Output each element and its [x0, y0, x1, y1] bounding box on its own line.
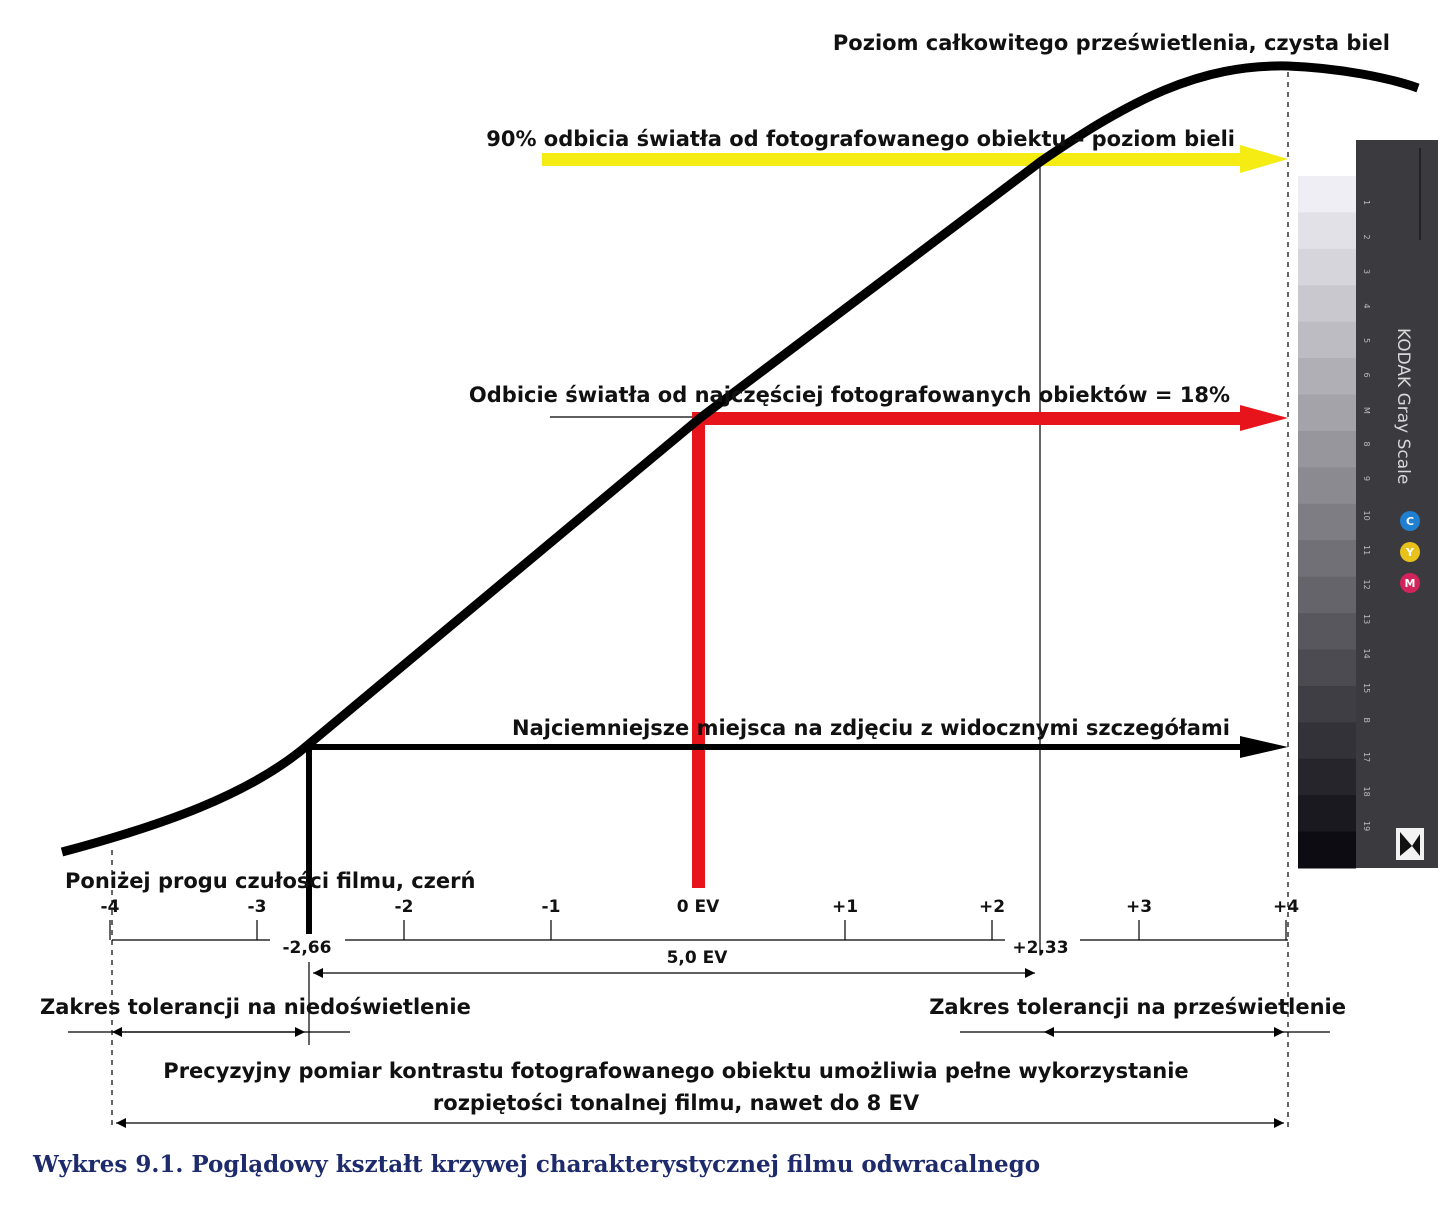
gray-scale-number: 8: [1362, 442, 1371, 447]
figure-caption: Wykres 9.1. Poglądowy kształt krzywej ch…: [32, 1151, 1040, 1178]
gray-patch: [1298, 831, 1356, 869]
gray-scale-number: 5: [1362, 338, 1371, 343]
gray-patch: [1298, 176, 1356, 213]
cym-dot: [1400, 573, 1420, 593]
gray-patch: [1298, 321, 1356, 359]
gray-scale-number: 17: [1362, 752, 1371, 762]
gray-scale-number: B: [1362, 718, 1371, 724]
kodak-logo: [1396, 828, 1424, 860]
cym-letter: M: [1405, 577, 1416, 590]
cym-dot: [1400, 511, 1420, 531]
gray-scale-title: KODAK Gray Scale: [1393, 328, 1413, 484]
axis-tick-label: +2: [979, 897, 1005, 917]
gray-scale-number: 2: [1362, 235, 1371, 240]
cym-letter: C: [1406, 515, 1414, 528]
axis-tick-label: +3: [1126, 897, 1152, 917]
gray-patch: [1298, 758, 1356, 796]
yellow-arrow: [542, 145, 1288, 173]
gray-patch: [1298, 248, 1356, 286]
axis-tick-label: -2: [395, 897, 414, 917]
axis-marker-label: +2,33: [1012, 938, 1068, 958]
red-arrow: [692, 405, 1288, 888]
gray-patch: [1298, 685, 1356, 723]
label-18-percent: Odbicie światła od najczęściej fotografo…: [469, 383, 1230, 407]
gray-patch: [1298, 394, 1356, 432]
label-precision-line1: Precyzyjny pomiar kontrastu fotografowan…: [163, 1059, 1188, 1083]
cym-dot: [1400, 542, 1420, 562]
label-90-percent: 90% odbicia światła od fotografowanego o…: [486, 127, 1235, 151]
gray-patch: [1298, 722, 1356, 760]
gray-scale-number: 10: [1362, 511, 1371, 521]
label-under-range: Zakres tolerancji na niedoświetlenie: [40, 995, 471, 1019]
gray-scale-number: 3: [1362, 269, 1371, 274]
gray-scale-number: 13: [1362, 614, 1371, 624]
gray-scale-number: 12: [1362, 580, 1371, 590]
gray-patch: [1298, 576, 1356, 614]
gray-patch: [1298, 358, 1356, 396]
gray-patch: [1298, 285, 1356, 323]
gray-patch: [1298, 503, 1356, 541]
gray-patch: [1298, 795, 1356, 833]
ev-axis: [109, 920, 1288, 941]
gray-patch: [1298, 649, 1356, 687]
black-arrow: [304, 736, 1288, 934]
gray-patch: [1298, 430, 1356, 468]
label-below-threshold: Poniżej progu czułości filmu, czerń: [65, 869, 475, 893]
label-darkest-detail: Najciemniejsze miejsca na zdjęciu z wido…: [512, 716, 1230, 740]
cym-letter: Y: [1405, 546, 1415, 559]
axis-tick-label: +4: [1273, 897, 1299, 917]
gray-scale-number: 14: [1362, 649, 1371, 659]
gray-scale-number: 18: [1362, 787, 1371, 797]
gray-patch: [1298, 613, 1356, 650]
label-total-overexposure: Poziom całkowitego prześwietlenia, czyst…: [833, 31, 1390, 55]
characteristic-curve: [60, 61, 1420, 857]
label-over-range: Zakres tolerancji na prześwietlenie: [929, 995, 1346, 1019]
gray-patch: [1298, 212, 1356, 250]
axis-tick-label: -1: [542, 897, 561, 917]
gray-patch: [1298, 540, 1356, 578]
gray-patch: [1298, 467, 1356, 505]
axis-tick-label: -4: [101, 897, 120, 917]
axis-tick-label: 0 EV: [677, 897, 720, 917]
gray-scale-number: 15: [1362, 683, 1371, 693]
gray-scale-number: 11: [1362, 545, 1371, 555]
gray-scale-number: 4: [1362, 304, 1371, 309]
label-span-5ev: 5,0 EV: [667, 948, 729, 968]
gray-scale-number: 19: [1362, 821, 1371, 831]
gray-scale-number: 6: [1362, 373, 1371, 378]
gray-scale-number: M: [1362, 407, 1371, 414]
gray-scale-number: 1: [1362, 200, 1371, 205]
axis-tick-label: -3: [248, 897, 267, 917]
axis-marker-label: -2,66: [282, 938, 331, 958]
label-precision-line2: rozpiętości tonalnej filmu, nawet do 8 E…: [433, 1091, 920, 1115]
gray-scale-number: 9: [1362, 476, 1371, 481]
axis-tick-label: +1: [832, 897, 858, 917]
